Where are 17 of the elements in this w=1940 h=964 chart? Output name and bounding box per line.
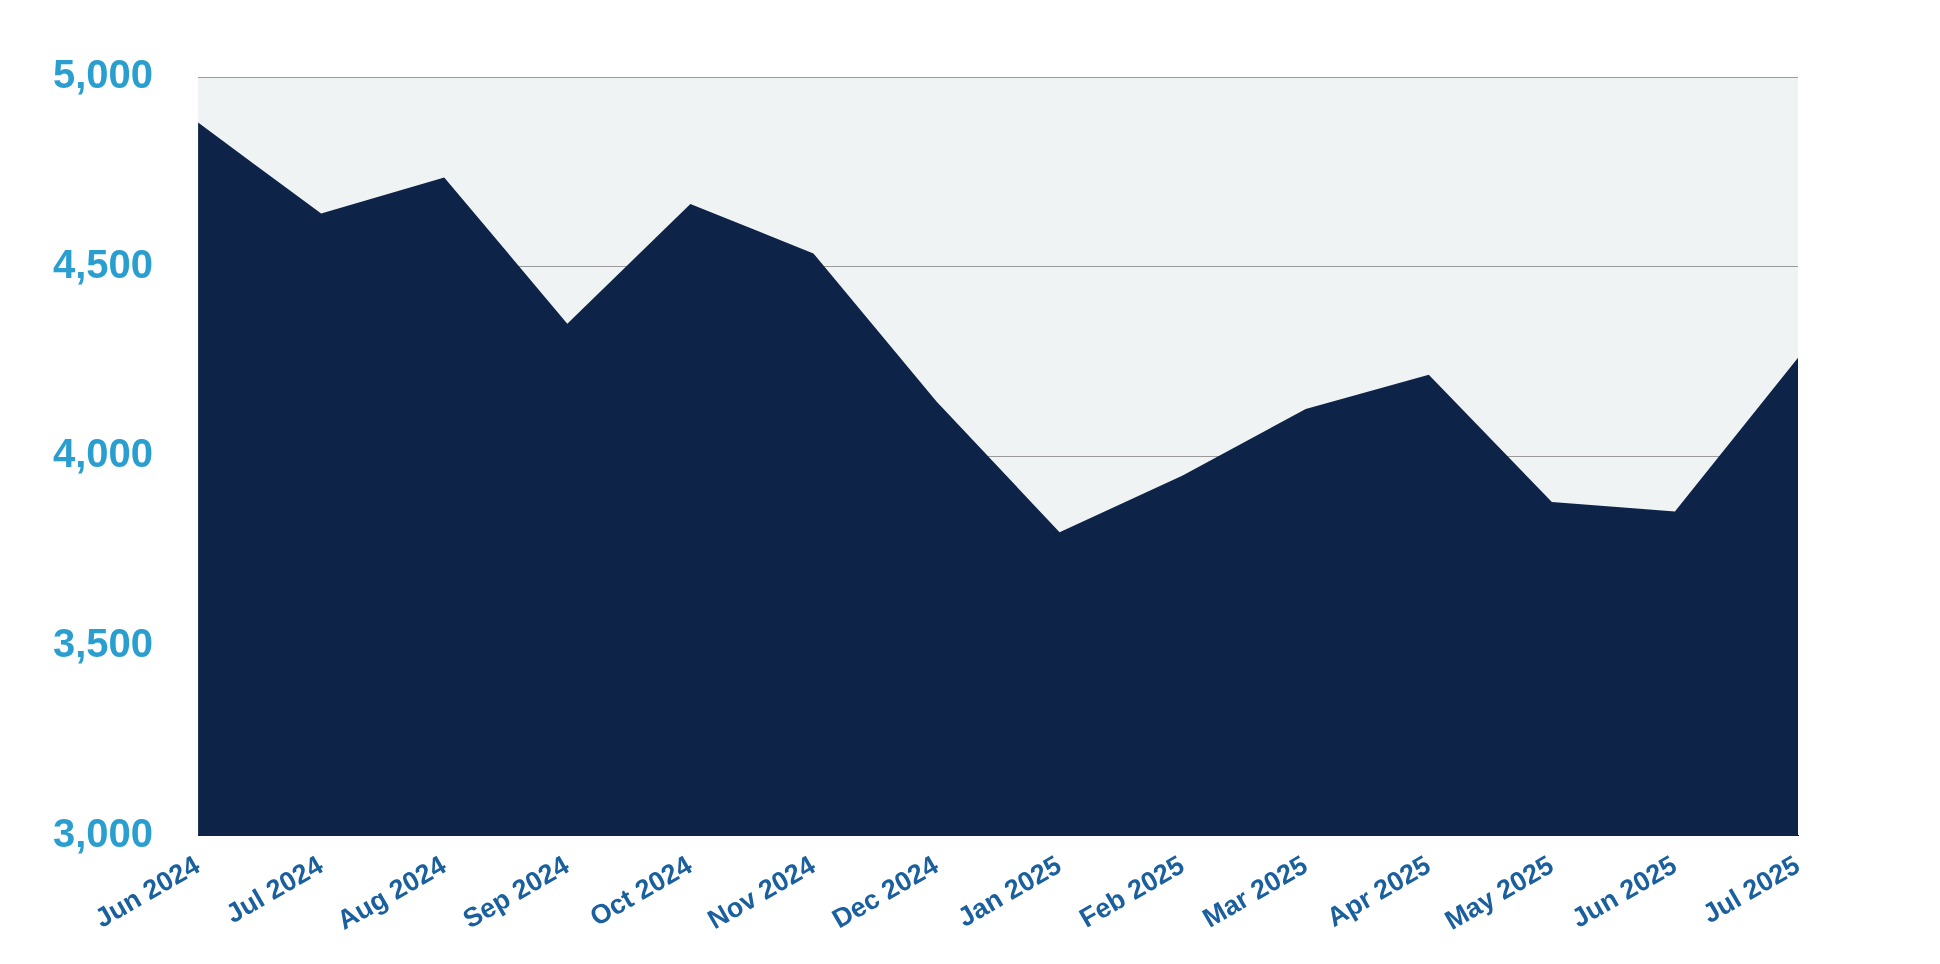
y-tick-label: 5,000 [52,52,154,97]
y-tick-label: 4,500 [52,241,154,286]
x-tick-label: Sep 2024 [457,849,575,935]
x-tick-label: Nov 2024 [702,849,821,935]
x-tick-label: Jan 2025 [952,849,1067,933]
x-tick-label: Jul 2025 [1697,849,1805,929]
y-tick-label: 4,000 [52,431,154,476]
x-tick-label: Feb 2025 [1074,849,1190,934]
x-tick-label: Dec 2024 [826,849,944,935]
x-tick-label: Mar 2025 [1197,849,1313,934]
x-tick-label: May 2025 [1439,849,1559,936]
x-tick-label: Aug 2024 [332,849,451,936]
x-tick-label: Apr 2025 [1321,849,1436,933]
y-tick-label: 3,500 [52,621,154,666]
x-tick-label: Jul 2024 [220,849,328,929]
x-tick-label: Jun 2025 [1566,849,1682,934]
x-tick-label: Oct 2024 [584,849,698,932]
